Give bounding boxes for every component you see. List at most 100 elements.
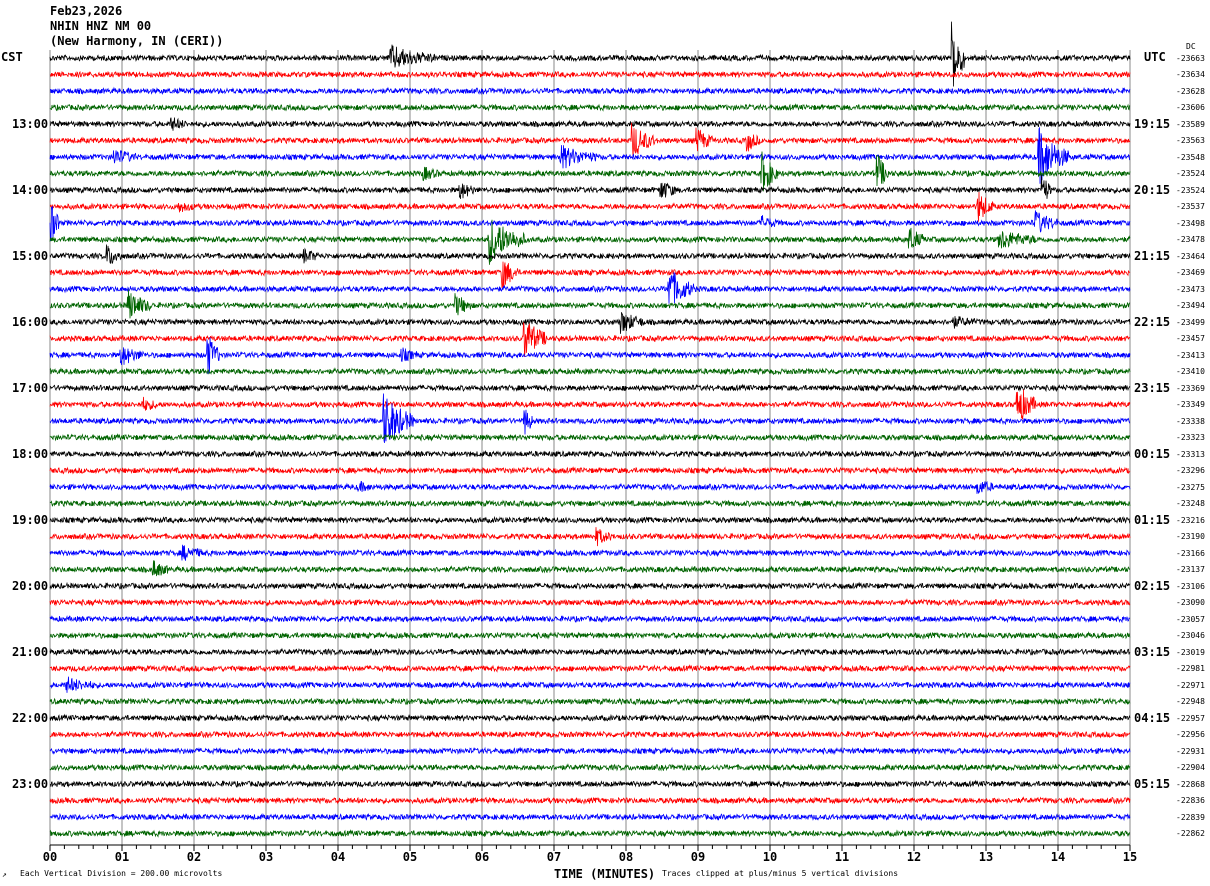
x-tick-label: 04 [330,850,346,864]
trace-line-7 [49,151,1131,192]
dc-offset-label: -23524 [1176,185,1205,195]
x-tick-label: 05 [402,850,418,864]
cst-hour-label: 17:00 [12,381,49,395]
utc-hour-label: 23:15 [1134,381,1171,395]
dc-offset-label: -23369 [1176,383,1205,393]
cst-hour-label: 14:00 [12,183,49,197]
trace-line-17 [49,322,1131,357]
trace-line-38 [49,676,1131,693]
trace-line-22 [49,393,1131,443]
dc-offset-label: -23563 [1176,136,1205,145]
dc-offset-label: -22904 [1176,763,1205,772]
dc-offset-label: -23548 [1176,152,1205,162]
trace-line-0 [49,21,1131,87]
dc-offset-label: -23106 [1176,581,1205,591]
dc-offset-label: -23296 [1176,466,1205,475]
trace-line-42 [49,746,1131,756]
scale-note: Each Vertical Division = 200.00 microvol… [20,869,223,878]
clip-note: Traces clipped at plus/minus 5 vertical … [662,869,899,878]
dc-offset-label: -22839 [1176,812,1205,822]
dc-offset-label: -23190 [1176,532,1205,541]
trace-line-39 [49,697,1131,706]
trace-line-45 [49,796,1131,805]
x-tick-label: 06 [474,850,490,864]
dc-offset-label: -23090 [1176,598,1205,607]
trace-line-20 [49,383,1131,393]
trace-line-41 [49,730,1131,739]
dc-offset-label: -23313 [1176,449,1205,459]
trace-line-26 [49,480,1131,495]
cst-hour-label: 20:00 [12,579,49,593]
dc-offset-label: -22862 [1176,829,1205,838]
trace-line-25 [49,466,1131,475]
x-tick-label: 11 [834,850,850,864]
dc-offset-label: -22971 [1176,680,1205,690]
dc-offset-label: -23413 [1176,350,1205,360]
dc-offset-label: -23216 [1176,515,1205,525]
trace-line-29 [49,527,1131,547]
x-tick-label: 10 [762,850,778,864]
dc-offset-label: -23275 [1176,482,1205,492]
x-tick-label: 09 [690,850,706,864]
trace-line-23 [49,433,1131,442]
dc-offset-label: -23494 [1176,301,1205,310]
x-tick-label: 07 [546,850,562,864]
trace-line-15 [49,289,1131,319]
trace-line-46 [49,812,1131,822]
trace-line-43 [49,763,1131,772]
dc-offset-label: -23349 [1176,400,1205,409]
trace-line-16 [49,312,1131,334]
trace-line-32 [49,581,1131,591]
trace-line-44 [49,779,1131,789]
utc-hour-label: 03:15 [1134,645,1171,659]
utc-hour-label: 21:15 [1134,249,1171,263]
dc-offset-label: -23338 [1176,416,1205,426]
cst-hour-label: 21:00 [12,645,49,659]
dc-offset-label: -23499 [1176,317,1205,327]
x-tick-label: 01 [114,850,130,864]
trace-line-11 [49,219,1131,265]
dc-offset-label: -23473 [1176,284,1205,294]
cst-hour-label: 23:00 [12,777,49,791]
cst-hour-label: 13:00 [12,117,49,131]
cst-hour-label: 19:00 [12,513,49,527]
trace-line-4 [49,117,1131,131]
trace-line-6 [49,126,1131,184]
dc-offset-label: -23606 [1176,103,1205,112]
utc-hour-label: 19:15 [1134,117,1171,131]
dc-offset-label: -23248 [1176,499,1205,508]
trace-line-40 [49,713,1131,723]
utc-hour-label: 02:15 [1134,579,1171,593]
dc-offset-label: -22956 [1176,730,1205,739]
x-tick-label: 00 [42,850,58,864]
trace-line-21 [49,389,1131,420]
utc-hour-label: 20:15 [1134,183,1171,197]
utc-hour-label: 01:15 [1134,513,1171,527]
dc-offset-label: -23410 [1176,367,1205,376]
trace-line-18 [49,337,1131,374]
trace-line-2 [50,86,1131,96]
station-label: NHIN HNZ NM 00 [50,19,152,33]
trace-line-27 [49,499,1131,508]
utc-hour-label: 05:15 [1134,777,1171,791]
trace-line-1 [49,70,1131,79]
dc-offset-label: -23589 [1176,119,1205,129]
trace-line-13 [49,261,1131,289]
dc-offset-label: -22868 [1176,779,1205,789]
trace-line-24 [49,449,1131,459]
trace-line-34 [49,614,1131,624]
scale-icon: ↗ [2,870,7,879]
x-tick-label: 03 [258,850,274,864]
dc-offset-label: -23166 [1176,548,1205,558]
trace-line-37 [49,664,1131,673]
dc-offset-label: -23019 [1176,647,1205,657]
utc-hour-label: 04:15 [1134,711,1171,725]
trace-line-5 [49,122,1131,158]
dc-offset-label: -23498 [1176,218,1205,228]
x-axis-title: TIME (MINUTES) [554,867,656,881]
x-tick-label: 13 [978,850,994,864]
dc-offset-label: -23537 [1176,202,1205,211]
dc-header: DC [1186,42,1196,51]
location-label: (New Harmony, IN (CERI)) [50,34,224,48]
